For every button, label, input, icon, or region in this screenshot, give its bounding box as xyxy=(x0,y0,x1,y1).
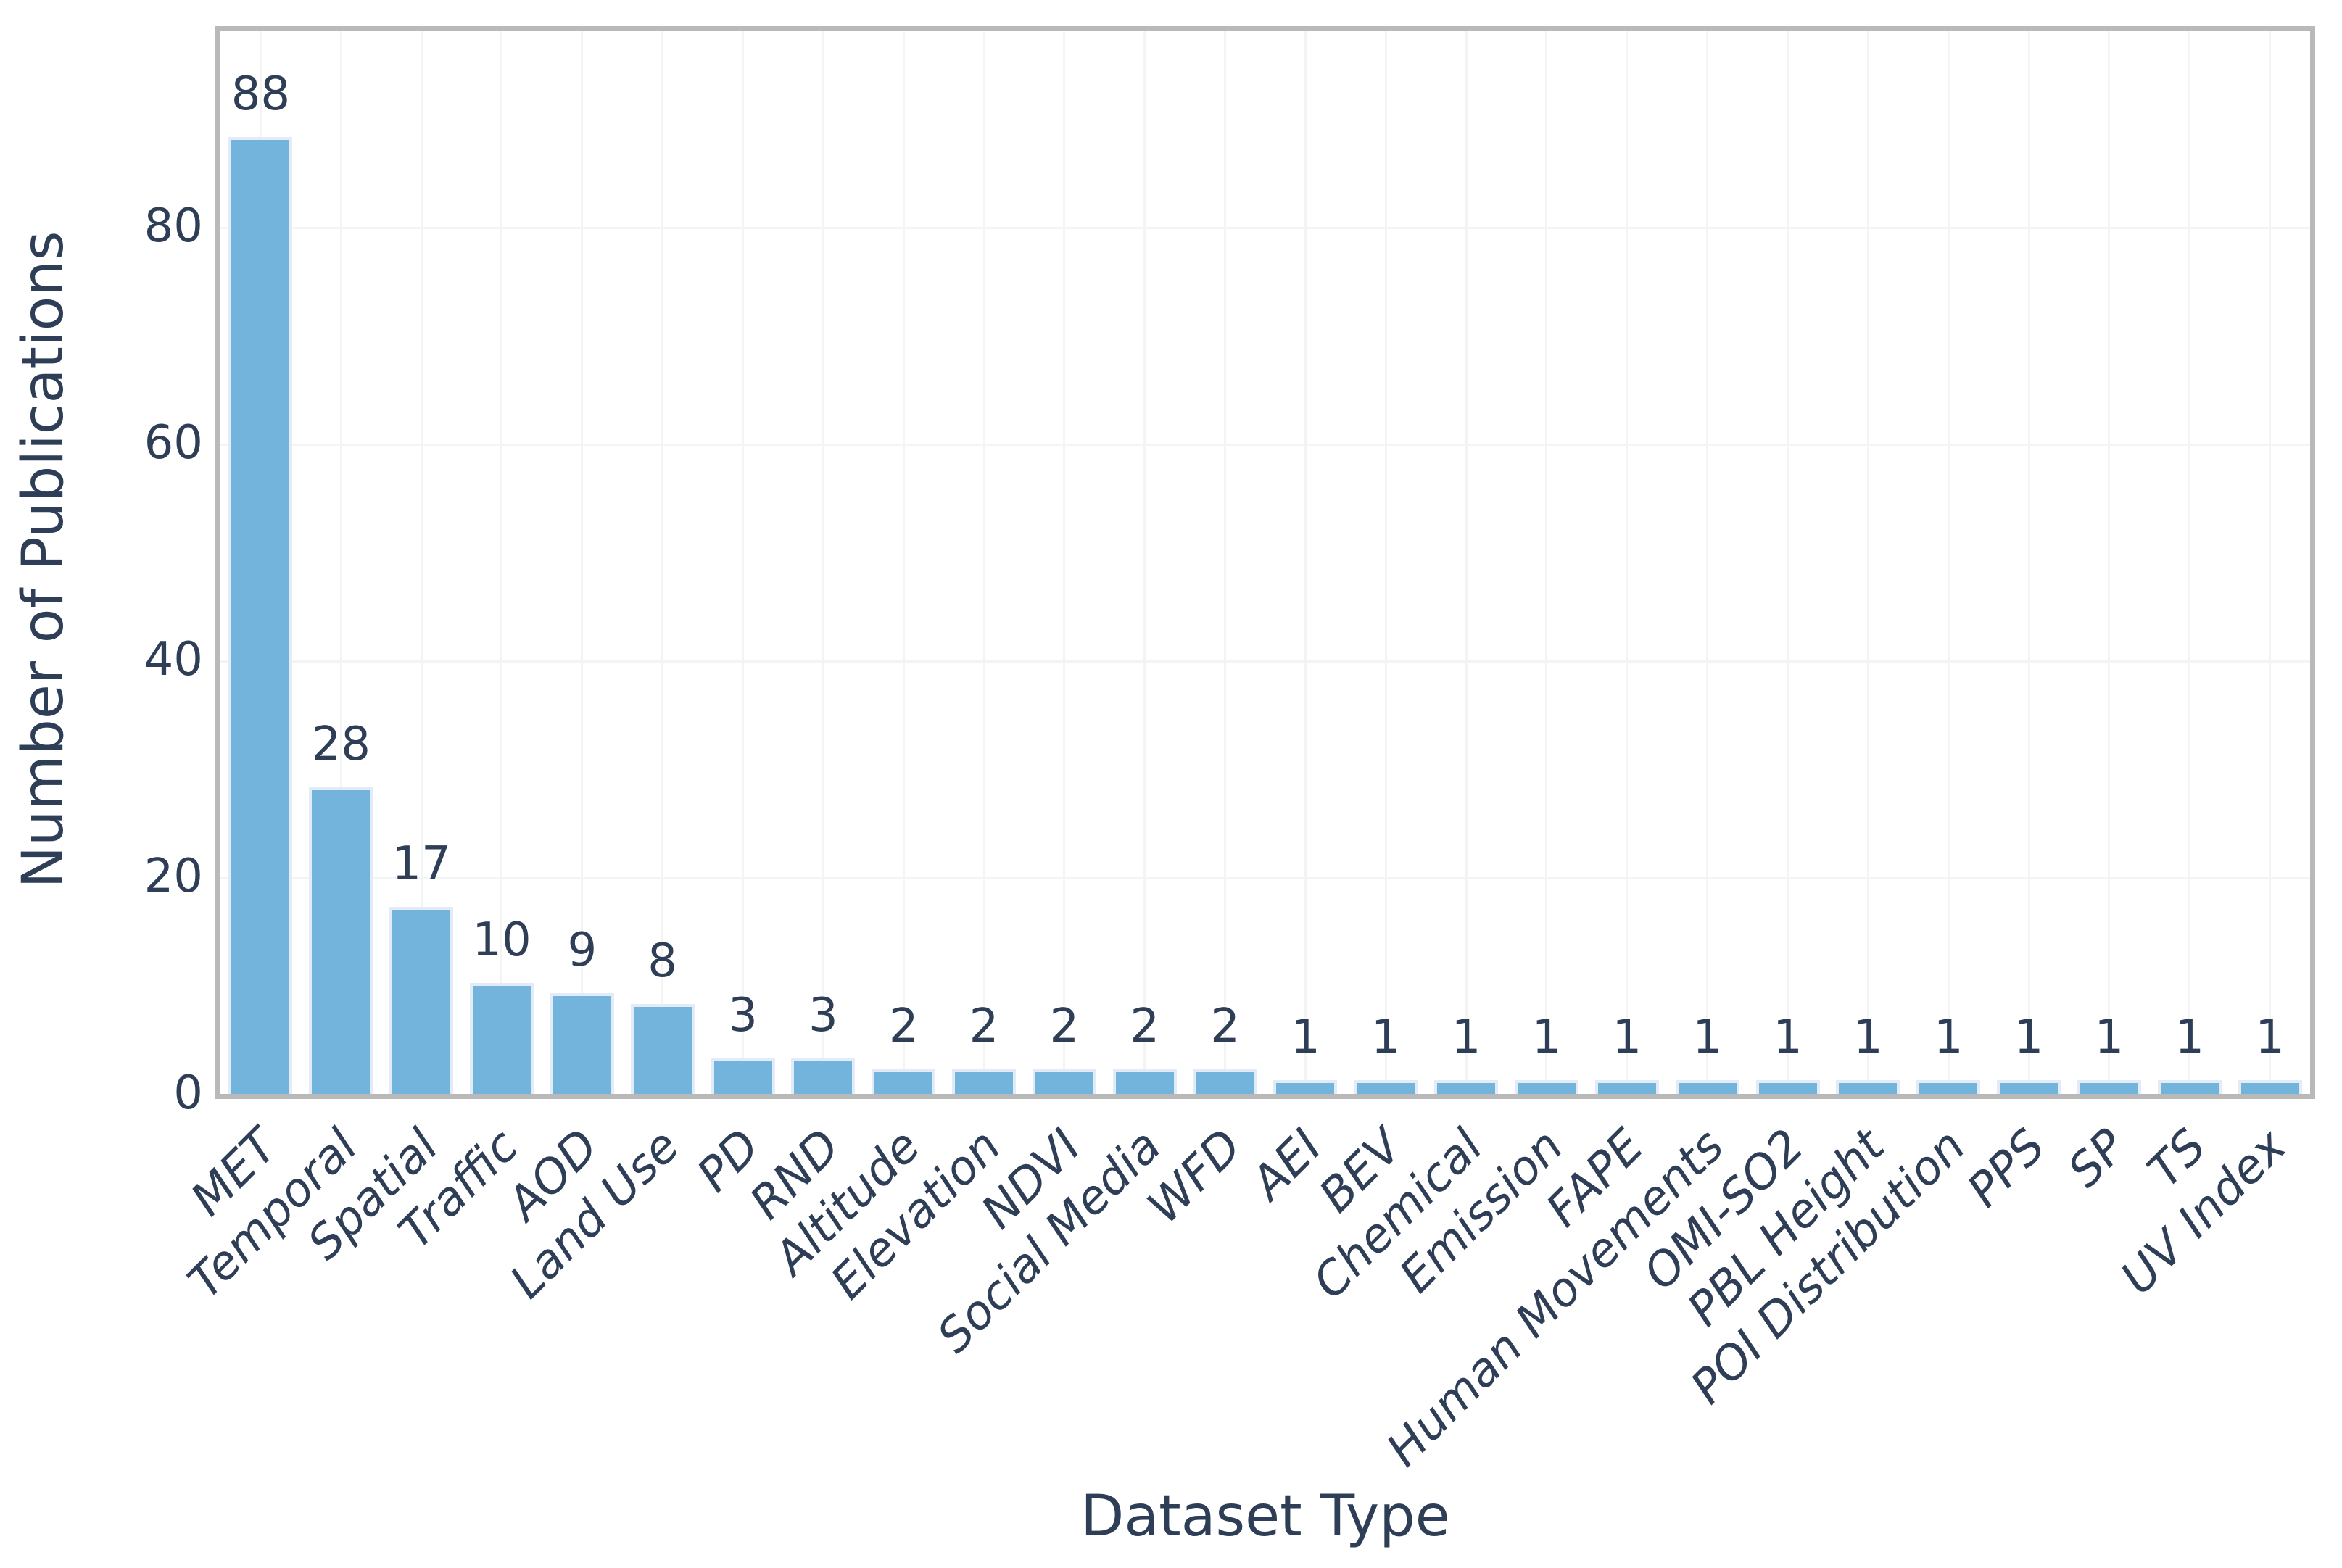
y-tick-label-20: 20 xyxy=(144,850,203,903)
gridline-x-7 xyxy=(822,31,824,1094)
gridline-x-6 xyxy=(742,31,744,1094)
bar-traffic xyxy=(469,982,534,1094)
gridline-x-20 xyxy=(1866,31,1869,1094)
bar-land-use xyxy=(630,1004,695,1094)
bar-value-label: 1 xyxy=(1370,1011,1401,1065)
bar-value-label: 1 xyxy=(1773,1011,1803,1065)
bar-spatial xyxy=(389,906,454,1094)
bar-aod xyxy=(550,993,614,1094)
bar-value-label: 10 xyxy=(472,913,531,967)
bar-pbl-height xyxy=(1836,1080,1900,1094)
bar-value-label: 1 xyxy=(1612,1011,1642,1065)
gridline-x-11 xyxy=(1143,31,1146,1094)
y-tick-label-40: 40 xyxy=(144,633,203,686)
bar-value-label: 9 xyxy=(567,924,597,978)
gridline-x-22 xyxy=(2027,31,2030,1094)
bar-value-label: 1 xyxy=(1853,1011,1883,1065)
gridline-y-80 xyxy=(220,227,2310,229)
y-axis-title: Number of Publications xyxy=(11,231,76,889)
bar-wfd xyxy=(1193,1069,1257,1094)
bar-value-label: 8 xyxy=(647,934,677,989)
x-tick-label-aei: AEI xyxy=(1241,1119,1333,1211)
bar-pps xyxy=(1997,1080,2061,1094)
gridline-y-20 xyxy=(220,877,2310,879)
bar-social-media xyxy=(1112,1069,1177,1094)
gridline-x-13 xyxy=(1304,31,1307,1094)
gridline-x-3 xyxy=(500,31,503,1094)
gridline-x-2 xyxy=(420,31,423,1094)
bar-value-label: 1 xyxy=(1451,1011,1481,1065)
bar-value-label: 2 xyxy=(888,1000,919,1054)
gridline-x-10 xyxy=(1063,31,1066,1094)
bar-omi-so2 xyxy=(1755,1080,1820,1094)
bar-met xyxy=(228,137,293,1094)
gridline-x-25 xyxy=(2269,31,2272,1094)
gridline-x-14 xyxy=(1384,31,1387,1094)
bar-pd xyxy=(711,1058,775,1094)
bar-value-label: 2 xyxy=(1049,1000,1080,1054)
bar-bev xyxy=(1354,1080,1418,1094)
gridline-x-23 xyxy=(2108,31,2111,1094)
bar-value-label: 1 xyxy=(2014,1011,2044,1065)
bar-value-label: 1 xyxy=(2255,1011,2285,1065)
bar-value-label: 2 xyxy=(1210,1000,1240,1054)
bar-sp xyxy=(2077,1080,2141,1094)
y-tick-label-80: 80 xyxy=(144,199,203,253)
gridline-x-12 xyxy=(1224,31,1227,1094)
bar-value-label: 1 xyxy=(1531,1011,1562,1065)
gridline-x-18 xyxy=(1706,31,1709,1094)
x-axis-title: Dataset Type xyxy=(1080,1484,1450,1549)
gridline-y-60 xyxy=(220,444,2310,446)
bar-fape xyxy=(1594,1080,1659,1094)
bar-uv-index xyxy=(2238,1080,2302,1094)
x-tick-label-sp: SP xyxy=(2058,1119,2137,1198)
gridline-x-16 xyxy=(1545,31,1548,1094)
bar-chemical xyxy=(1434,1080,1499,1094)
bar-value-label: 3 xyxy=(808,989,838,1043)
bar-value-label: 2 xyxy=(1130,1000,1160,1054)
bar-human-movements xyxy=(1675,1080,1739,1094)
gridline-x-21 xyxy=(1947,31,1950,1094)
bar-value-label: 1 xyxy=(1933,1011,1964,1065)
gridline-x-1 xyxy=(339,31,342,1094)
bar-poi-distribution xyxy=(1916,1080,1981,1094)
x-tick-label-pps: PPS xyxy=(1957,1119,2056,1218)
plot-area: 88 28 17 10 9 8 3 3 2 2 2 2 2 1 1 1 1 1 1 1 1 1 1 1 1 1 xyxy=(220,31,2310,1094)
bar-value-label: 1 xyxy=(2094,1011,2124,1065)
plot-area-frame xyxy=(215,26,2315,1099)
bar-value-label: 88 xyxy=(231,67,291,122)
bar-value-label: 1 xyxy=(1692,1011,1722,1065)
bar-value-label: 17 xyxy=(392,837,451,891)
bar-emission xyxy=(1514,1080,1578,1094)
gridline-y-40 xyxy=(220,660,2310,663)
bar-value-label: 28 xyxy=(311,718,371,772)
y-tick-label-0: 0 xyxy=(173,1066,203,1120)
x-tick-label-wfd: WFD xyxy=(1138,1119,1253,1235)
gridline-x-19 xyxy=(1787,31,1789,1094)
bar-ndvi xyxy=(1032,1069,1096,1094)
bar-value-label: 3 xyxy=(728,989,758,1043)
bar-temporal xyxy=(309,787,373,1094)
gridline-x-15 xyxy=(1465,31,1468,1094)
y-tick-label-60: 60 xyxy=(144,416,203,470)
gridline-x-4 xyxy=(581,31,584,1094)
bar-value-label: 2 xyxy=(969,1000,999,1054)
bar-value-label: 1 xyxy=(1291,1011,1320,1065)
gridline-x-17 xyxy=(1626,31,1629,1094)
gridline-x-9 xyxy=(982,31,985,1094)
gridline-x-24 xyxy=(2188,31,2191,1094)
gridline-x-5 xyxy=(661,31,664,1094)
bar-elevation xyxy=(952,1069,1017,1094)
gridline-x-8 xyxy=(902,31,905,1094)
bar-aei xyxy=(1273,1080,1338,1094)
bar-ts xyxy=(2157,1080,2222,1094)
bar-altitude xyxy=(872,1069,936,1094)
bar-rnd xyxy=(791,1058,856,1094)
bar-value-label: 1 xyxy=(2175,1011,2205,1065)
